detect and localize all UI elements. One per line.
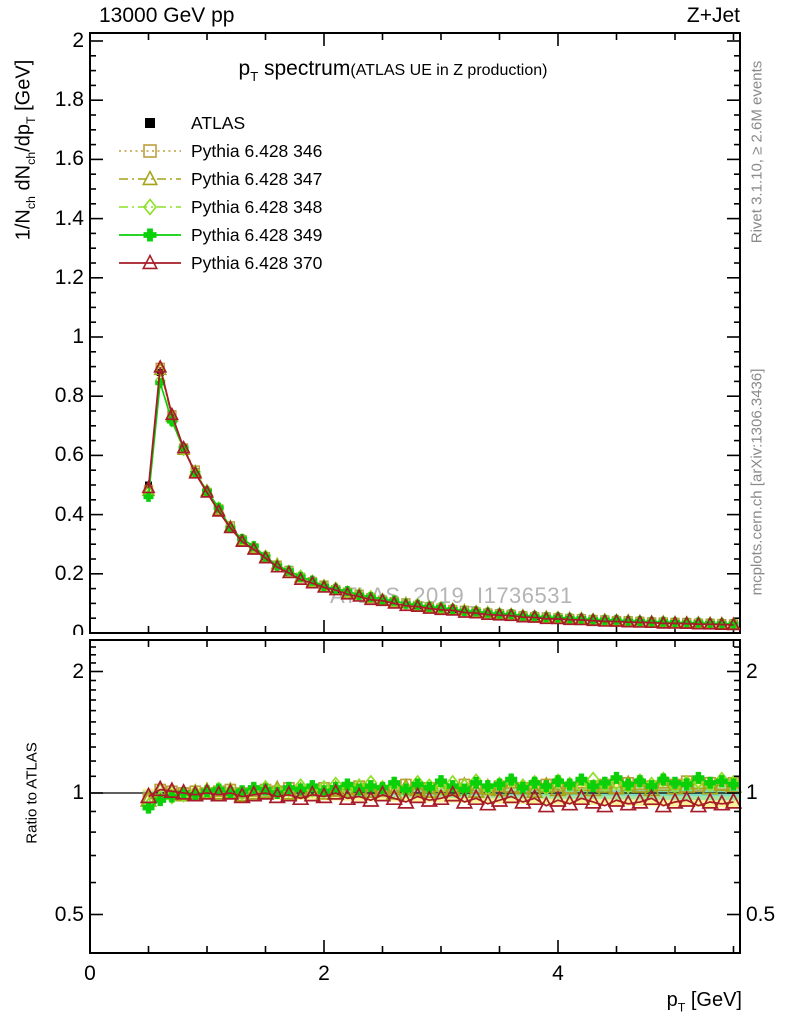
main-y-tick-label: 1.4 [54, 206, 84, 230]
y-axis-label-sub: ch [24, 196, 39, 210]
legend-marker-icon [119, 144, 181, 158]
x-axis-label-part: [GeV] [685, 989, 742, 1011]
x-tick-label: 4 [552, 962, 564, 985]
y-axis-label: 1/Nch dNch/dpT [GeV] [12, 59, 39, 241]
legend-entry-pythia-346: Pythia 6.428 346 [118, 137, 322, 165]
x-axis-label-sub: T [677, 1000, 686, 1015]
main-y-tick-label: 1.8 [54, 88, 84, 112]
main-y-tick-label: 0.6 [54, 443, 84, 467]
main-y-tick-label: 0.2 [54, 561, 84, 585]
legend-marker-icon [119, 228, 181, 242]
main-y-tick-label: 1.6 [54, 147, 84, 171]
legend-label: Pythia 6.428 346 [191, 140, 323, 161]
title-rest: spectrum [258, 57, 351, 80]
mcplots-credit-label: mcplots.cern.ch [arXiv:1306.3436] [748, 368, 766, 596]
x-axis-label: pT [GeV] [666, 989, 742, 1015]
legend-entry-pythia-370: Pythia 6.428 370 [118, 249, 322, 277]
beam-energy-label: 13000 GeV pp [99, 4, 235, 27]
plot-title: pT spectrum(ATLAS UE in Z production) [0, 57, 786, 84]
process-label: Z+Jet [686, 4, 740, 27]
legend-marker-icon [119, 198, 181, 216]
title-observable-sub: T [250, 68, 259, 84]
x-tick-label: 2 [318, 962, 330, 985]
ratio-y-tick-label-right: 2 [746, 659, 758, 683]
main-y-tick-label: 2 [72, 29, 84, 52]
y-axis-label-sub: T [24, 116, 39, 125]
legend-entry-pythia-348: Pythia 6.428 348 [118, 193, 322, 221]
legend-label: Pythia 6.428 349 [191, 224, 323, 245]
ratio-y-tick-label-left: 2 [72, 659, 84, 683]
ratio-y-tick-label-right: 1 [746, 781, 758, 804]
legend-marker-icon [119, 170, 181, 186]
y-axis-label-part: dN [12, 164, 35, 197]
y-axis-label-sub: ch [24, 151, 39, 165]
legend-marker-icon [119, 254, 181, 270]
ratio-y-tick-label-left: 0.5 [54, 902, 84, 926]
x-axis-label-part: p [666, 989, 678, 1011]
legend-label: ATLAS [191, 112, 246, 133]
legend-entry-pythia-347: Pythia 6.428 347 [118, 165, 322, 193]
ratio-y-tick-label-right: 0.5 [746, 902, 776, 926]
legend-label: Pythia 6.428 347 [191, 168, 323, 189]
main-y-tick-label: 0.8 [54, 384, 84, 408]
y-axis-label-part: 1/N [12, 209, 35, 241]
legend-label: Pythia 6.428 348 [191, 196, 323, 217]
legend-entry-atlas: ATLAS [118, 109, 322, 137]
legend-marker-icon [145, 118, 155, 128]
main-y-tick-label: 1.2 [54, 265, 84, 289]
rivet-version-label: Rivet 3.1.10, ≥ 2.6M events [748, 60, 766, 244]
title-analysis: (ATLAS UE in Z production) [350, 62, 548, 79]
main-y-tick-label: 1 [72, 325, 84, 348]
y-axis-label-part: /dp [12, 124, 35, 152]
legend-label: Pythia 6.428 370 [191, 252, 323, 273]
legend: ATLAS Pythia 6.428 346 Pythia 6.428 347 … [118, 109, 322, 277]
legend-entry-pythia-349: Pythia 6.428 349 [118, 221, 322, 249]
x-tick-label: 0 [84, 962, 96, 985]
main-y-tick-label: 0 [72, 621, 84, 635]
ratio-y-tick-label-left: 1 [72, 781, 84, 804]
y-axis-label-part: [GeV] [12, 59, 35, 117]
title-observable: p [238, 57, 251, 80]
main-y-tick-label: 0.4 [54, 502, 84, 526]
